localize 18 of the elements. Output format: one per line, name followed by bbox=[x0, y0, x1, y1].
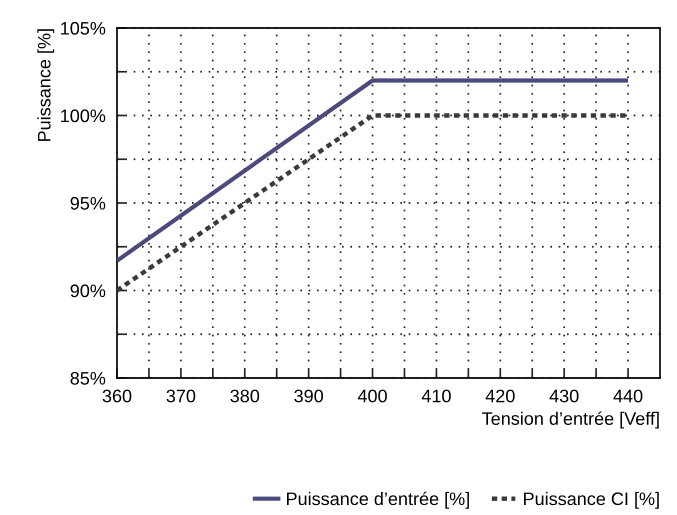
x-axis-title: Tension d’entrée [Veff] bbox=[482, 412, 659, 429]
legend-label: Puissance CI [%] bbox=[524, 492, 659, 509]
x-tick-label: 360 bbox=[102, 390, 132, 402]
y-tick-label: 100% bbox=[61, 109, 106, 122]
y-tick-label: 90% bbox=[70, 284, 106, 298]
y-tick-label: 95% bbox=[70, 196, 106, 210]
x-tick-label: 430 bbox=[550, 390, 579, 402]
x-tick-label: 400 bbox=[358, 390, 387, 402]
x-tick-label: 370 bbox=[166, 390, 196, 402]
x-tick-label: 390 bbox=[294, 390, 324, 402]
y-tick-label: 105% bbox=[61, 22, 106, 35]
legend-label: Puissance d’entrée [%] bbox=[287, 492, 469, 509]
x-tick-label: 380 bbox=[230, 390, 260, 402]
x-tick-label: 440 bbox=[613, 390, 642, 402]
y-axis-title: Puissance [%] bbox=[37, 29, 54, 141]
y-tick-label: 85% bbox=[70, 372, 106, 385]
x-tick-label: 410 bbox=[422, 390, 451, 402]
x-tick-label: 420 bbox=[486, 390, 515, 402]
